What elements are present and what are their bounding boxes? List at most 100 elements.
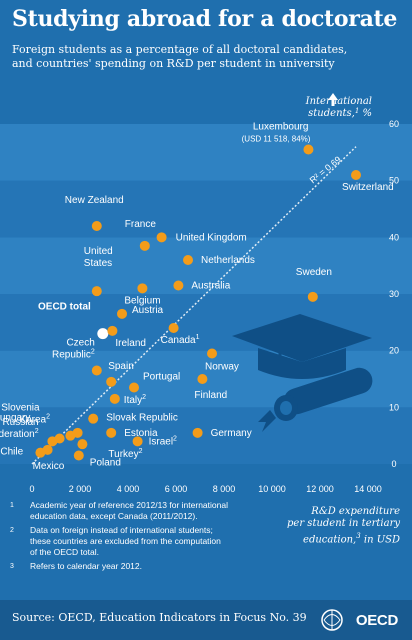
y-tick-label: 20 [389, 346, 399, 356]
y-axis-label-line-1: International [305, 96, 372, 107]
point-italy [109, 393, 120, 404]
footnote-3: 3 Refers to calendar year 2012. [10, 561, 142, 571]
label-ireland: Ireland [115, 338, 146, 349]
label-slovenia: Slovenia [1, 403, 40, 414]
subtitle-line-1: Foreign students as a percentage of all … [12, 43, 348, 56]
point-switzerland [351, 170, 361, 180]
point-netherlands [183, 255, 193, 265]
label-australia: Australia [191, 281, 230, 292]
point-mexico [42, 444, 53, 455]
point-germany [192, 427, 203, 438]
grid-band [0, 124, 412, 181]
x-tick-label: 8 000 [213, 484, 236, 494]
x-tick-label: 12 000 [306, 484, 334, 494]
x-tick-label: 4 000 [117, 484, 140, 494]
point-austria [117, 308, 127, 319]
point-israel [132, 436, 143, 447]
label-finland: Finland [194, 390, 227, 401]
point-luxembourg [303, 144, 314, 155]
point-finland [197, 374, 208, 384]
grid-band [0, 180, 412, 238]
point-norway [207, 348, 217, 359]
point-sweden [307, 291, 318, 302]
x-axis: 0 2 000 4 000 6 000 8 000 10 000 12 000 14 000 [29, 484, 381, 494]
point-labels: Luxembourg (USD 11 518, 84%) Switzerland Ne… [0, 122, 394, 472]
label-canada: Canada1 [161, 334, 200, 346]
label-poland: Poland [90, 458, 121, 469]
point-canada [168, 323, 179, 333]
point-slovak-republic [88, 413, 99, 424]
label-portugal: Portugal [143, 372, 180, 383]
point-estonia [106, 427, 117, 438]
label-netherlands: Netherlands [201, 255, 255, 266]
point-oecd-total [97, 328, 109, 340]
point-korea [47, 436, 58, 447]
subtitle-line-2: and countries' spending on R&D per stude… [12, 57, 335, 70]
point-turkey [77, 439, 88, 450]
label-chile: Chile [0, 447, 23, 458]
trend-line-path [31, 146, 357, 465]
point-portugal [129, 382, 139, 393]
label-new-zealand: New Zealand [65, 195, 124, 206]
graduation-cap-icon [232, 314, 372, 362]
point-spain [106, 376, 117, 387]
label-norway: Norway [205, 362, 239, 373]
label-sweden: Sweden [296, 267, 332, 278]
label-slovak-republic: Slovak Republic [106, 413, 178, 424]
label-oecd-total: OECD total [38, 302, 91, 313]
x-axis-label: R&D expenditure per student in tertiary … [287, 506, 400, 546]
label-italy: Italy2 [124, 394, 146, 406]
label-turkey: Turkey2 [108, 448, 142, 460]
grid-band [0, 237, 412, 294]
page-subtitle: Foreign students as a percentage of all … [12, 43, 404, 71]
x-tick-label: 10 000 [258, 484, 286, 494]
label-korea: Korea2 [19, 413, 50, 425]
point-czech-republic [91, 365, 102, 376]
footnotes: 1 Academic year of reference 2012/13 for … [10, 500, 230, 575]
grid-bands [0, 124, 412, 464]
label-spain: Spain [108, 361, 134, 372]
y-tick-label: 60 [389, 119, 399, 129]
footnote-1: 1 Academic year of reference 2012/13 for … [10, 500, 228, 521]
y-tick-label: 40 [389, 232, 399, 242]
point-belgium [137, 283, 148, 294]
point-new-zealand [91, 221, 102, 231]
page-title: Studying abroad for a doctorate [12, 6, 398, 32]
y-tick-label: 10 [389, 402, 399, 412]
x-tick-label: 6 000 [165, 484, 188, 494]
y-axis-label-line-2: students,1 % [308, 107, 372, 119]
label-russian-federation: RussianFederation2 [0, 417, 39, 440]
label-united-kingdom: United Kingdom [176, 232, 247, 243]
scatter-chart: 0 10 20 30 40 50 60 0 2 000 4 000 6 000 8 000 10 00… [0, 93, 412, 494]
y-tick-label: 30 [389, 289, 399, 299]
label-hungary: Hungary [0, 413, 30, 424]
y-tick-label: 50 [389, 176, 399, 186]
label-germany: Germany [211, 428, 252, 439]
point-united-kingdom [156, 232, 167, 243]
source-text: Source: OECD, Education Indicators in Fo… [12, 611, 307, 624]
oecd-logo-text: OECD [355, 612, 398, 629]
point-france [139, 240, 150, 251]
point-australia [173, 280, 184, 291]
x-tick-label: 14 000 [354, 484, 382, 494]
label-estonia: Estonia [124, 428, 158, 439]
label-czech-republic: Czech Republic2 [52, 338, 95, 361]
label-israel: Israel2 [149, 435, 177, 447]
oecd-logo-icon [321, 609, 343, 631]
label-france: France [125, 219, 157, 230]
point-poland [73, 450, 84, 461]
point-united-states [91, 286, 102, 297]
label-luxembourg-note: (USD 11 518, 84%) [242, 135, 311, 144]
source-bar [0, 600, 412, 640]
label-mexico: Mexico [33, 461, 65, 472]
graduation-illustration [232, 314, 373, 432]
y-axis-arrow-stem [331, 100, 335, 106]
y-axis-arrow-icon [328, 93, 338, 100]
label-united-states: United States [84, 246, 113, 269]
label-belgium: Belgium [124, 295, 160, 306]
data-points [35, 144, 361, 461]
label-switzerland: Switzerland [342, 182, 394, 193]
y-tick-label: 0 [391, 459, 396, 469]
x-tick-label: 0 [29, 484, 34, 494]
point-russian-federation [72, 427, 83, 438]
